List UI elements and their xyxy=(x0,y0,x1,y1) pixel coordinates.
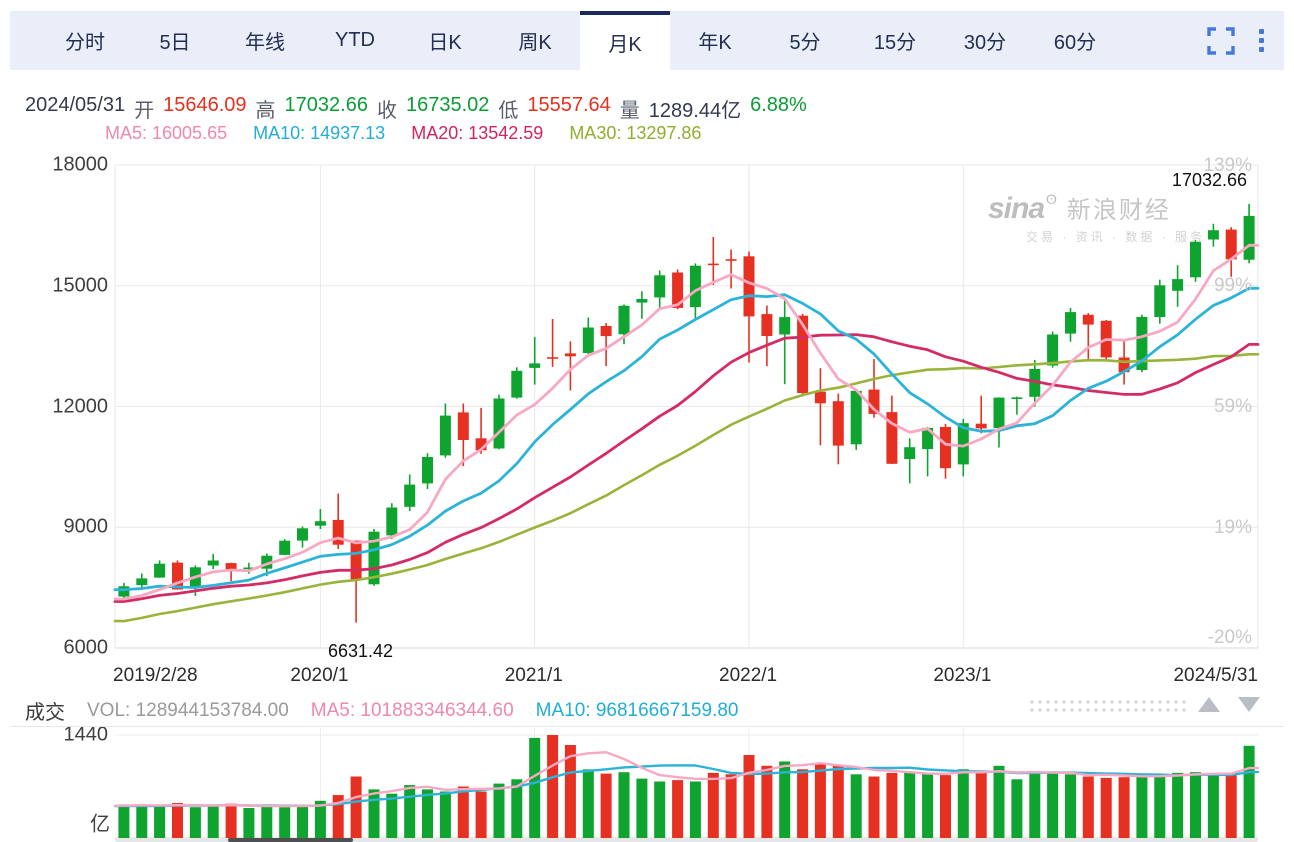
ma-chip-MA5: MA5: 16005.65 xyxy=(105,123,228,143)
tab-日K[interactable]: 日K xyxy=(428,32,462,54)
tabbar-spacer xyxy=(1120,11,1198,70)
volume-zoom-out-arrow[interactable] xyxy=(1238,697,1260,712)
tab-5分[interactable]: 5分 xyxy=(789,32,821,54)
high-value: 17032.66 xyxy=(284,94,368,116)
pct-axis-label-19%: 19% xyxy=(1213,517,1252,538)
volume-ma10-text: MA10: 96816667159.80 xyxy=(535,699,739,721)
sina-watermark: sina ʘ 新浪财经 交易 · 资讯 · 数据 · 服务 xyxy=(988,191,1205,244)
volume-bars-group xyxy=(118,735,1255,838)
volume-title: 成交 xyxy=(25,702,65,724)
drag-dots-pattern xyxy=(1028,698,1188,712)
y-axis-label-12000: 12000 xyxy=(52,395,108,417)
tab-5日[interactable]: 5日 xyxy=(159,32,191,54)
high-label: 高 xyxy=(255,100,276,122)
x-axis-label-0: 2019/2/28 xyxy=(113,665,198,686)
tab-60分[interactable]: 60分 xyxy=(1053,32,1097,54)
x-axis-label-1: 2020/1 xyxy=(290,665,349,686)
readout-date: 2024/05/31 xyxy=(25,94,126,116)
x-axis-label-4: 2023/1 xyxy=(933,665,992,686)
low-value: 15557.64 xyxy=(527,94,611,116)
volume-vol-text: VOL: 128944153784.00 xyxy=(87,699,289,721)
kebab-dot xyxy=(1258,38,1264,43)
y-axis-label-15000: 15000 xyxy=(52,274,108,297)
sina-eye-icon: ʘ xyxy=(1046,191,1057,207)
tab-月K[interactable]: 月K xyxy=(580,11,670,70)
pct-axis-label-139%: 139% xyxy=(1203,155,1252,176)
volume-ma5-text: MA5: 101883346344.60 xyxy=(310,699,514,721)
open-value: 15646.09 xyxy=(163,94,247,116)
kebab-dot xyxy=(1258,47,1264,52)
high-annotation: 17032.66 xyxy=(1171,170,1247,190)
tabs-group: 分时 5日 年线 YTD 日K 周K 月K 年K 5分 15分 30分 60分 xyxy=(40,11,1120,70)
volume-unit-label: 亿 xyxy=(90,813,110,836)
x-axis-label-5: 2024/5/31 xyxy=(1173,665,1258,686)
chart-scrollbar-thumb[interactable] xyxy=(228,838,353,842)
volume-separator-line xyxy=(10,726,1284,727)
fullscreen-button[interactable] xyxy=(1198,11,1244,70)
ma-chip-MA10: MA10: 14937.13 xyxy=(253,123,386,143)
y-axis-label-9000: 9000 xyxy=(63,515,109,538)
volume-header: 成交 VOL: 128944153784.00 MA5: 10188334634… xyxy=(25,696,738,725)
pct-axis-label-99%: 99% xyxy=(1213,275,1252,296)
tab-年线[interactable]: 年线 xyxy=(245,32,285,54)
close-label: 收 xyxy=(376,100,397,122)
kline-svg xyxy=(113,164,1260,839)
tab-30分[interactable]: 30分 xyxy=(963,32,1007,54)
price-ma-lines xyxy=(113,243,1260,623)
volume-zoom-in-arrow[interactable] xyxy=(1198,697,1220,712)
change-percent: 6.88% xyxy=(750,94,807,116)
pct-axis-label-59%: 59% xyxy=(1213,396,1252,417)
ma-chip-MA20: MA20: 13542.59 xyxy=(411,123,544,143)
pct-axis-label--20%: -20% xyxy=(1207,627,1252,648)
ma-readout: MA5: 16005.65 MA10: 14937.13 MA20: 13542.5… xyxy=(105,123,701,144)
tab-分时[interactable]: 分时 xyxy=(65,32,105,54)
close-value: 16735.02 xyxy=(405,94,490,116)
tab-年K[interactable]: 年K xyxy=(698,32,732,54)
fullscreen-icon xyxy=(1207,26,1235,55)
ma-chip-MA30: MA30: 13297.86 xyxy=(569,123,702,143)
period-tabbar: 分时 5日 年线 YTD 日K 周K 月K 年K 5分 15分 30分 60分 xyxy=(10,11,1284,70)
volume-value: 1289.44亿 xyxy=(648,100,742,122)
volume-ma-lines xyxy=(113,751,1260,808)
y-axis-label-18000: 18000 xyxy=(52,153,108,176)
tab-周K[interactable]: 周K xyxy=(518,32,552,54)
sina-logo-text: sina xyxy=(988,192,1045,225)
low-label: 低 xyxy=(498,100,519,122)
price-gridlines xyxy=(114,164,1259,839)
ohlc-readout: 2024/05/31 开 15646.09 高 17032.66 收 16735… xyxy=(25,94,807,123)
x-axis-label-2: 2021/1 xyxy=(504,665,563,686)
volume-label: 量 xyxy=(619,100,640,122)
sina-cn-name: 新浪财经 xyxy=(1066,197,1171,224)
low-annotation: 6631.42 xyxy=(328,641,394,661)
y-axis-label-6000: 6000 xyxy=(63,636,109,659)
candles-group xyxy=(118,203,1255,623)
tab-15分[interactable]: 15分 xyxy=(873,32,917,54)
x-axis-label-3: 2022/1 xyxy=(719,665,778,686)
more-menu-button[interactable] xyxy=(1244,11,1278,70)
open-label: 开 xyxy=(134,100,155,122)
volume-max-label: 1440 xyxy=(63,723,109,746)
tab-YTD[interactable]: YTD xyxy=(335,29,375,51)
sina-tagline: 交易 · 资讯 · 数据 · 服务 xyxy=(1026,230,1205,244)
kebab-dot xyxy=(1258,29,1264,34)
chart-scrollbar-track[interactable] xyxy=(115,838,1258,842)
